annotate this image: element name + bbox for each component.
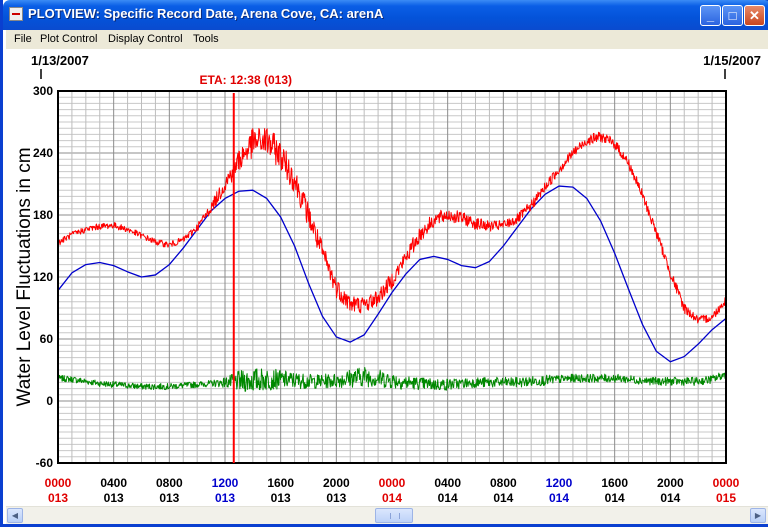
x-tick-day-label: 014: [660, 491, 680, 505]
close-icon: ✕: [749, 8, 760, 23]
minimize-icon: _: [706, 8, 715, 23]
x-tick-time-label: 1600: [267, 476, 294, 490]
maximize-button[interactable]: □: [722, 5, 743, 26]
x-tick-time-label: 0400: [100, 476, 127, 490]
x-tick-day-label: 014: [493, 491, 513, 505]
date-start-label: 1/13/2007: [31, 53, 89, 68]
x-tick-day-label: 013: [271, 491, 291, 505]
x-tick-time-label: 1200: [546, 476, 573, 490]
x-tick-time-label: 0400: [434, 476, 461, 490]
y-tick-label: 120: [33, 270, 53, 284]
horizontal-scrollbar[interactable]: ◀ ▶: [6, 506, 768, 524]
x-tick-day-label: 013: [215, 491, 235, 505]
x-tick-time-label: 0000: [45, 476, 72, 490]
x-tick-time-label: 0000: [713, 476, 740, 490]
scroll-left-button[interactable]: ◀: [7, 508, 23, 523]
x-tick-time-label: 0800: [156, 476, 183, 490]
y-tick-label: -60: [36, 456, 54, 470]
x-tick-day-label: 013: [104, 491, 124, 505]
arrow-left-icon: ◀: [11, 511, 19, 520]
y-tick-label: 0: [46, 394, 53, 408]
x-tick-time-label: 1200: [212, 476, 239, 490]
x-axis-ticks: 0000013040001308000131200013160001320000…: [45, 476, 740, 505]
x-tick-time-label: 1600: [601, 476, 628, 490]
series-observed-line: [57, 127, 727, 324]
x-tick-day-label: 013: [48, 491, 68, 505]
date-end-label: 1/15/2007: [703, 53, 761, 68]
x-tick-day-label: 014: [438, 491, 458, 505]
chart-series: [57, 127, 727, 392]
y-tick-label: 240: [33, 146, 53, 160]
menu-tools[interactable]: Tools: [193, 33, 219, 45]
x-tick-day-label: 013: [159, 491, 179, 505]
menu-bar: File Plot Control Display Control Tools: [6, 30, 768, 49]
window-title: PLOTVIEW: Specific Record Date, Arena Co…: [28, 6, 384, 21]
x-tick-day-label: 014: [605, 491, 625, 505]
x-tick-day-label: 014: [549, 491, 569, 505]
menu-file[interactable]: File: [14, 33, 32, 45]
x-tick-time-label: 0800: [490, 476, 517, 490]
minimize-button[interactable]: _: [700, 5, 721, 26]
x-tick-time-label: 0000: [379, 476, 406, 490]
x-tick-day-label: 013: [326, 491, 346, 505]
plot-frame: [57, 90, 727, 464]
y-tick-label: 60: [40, 332, 54, 346]
series-predicted-line: [57, 185, 727, 363]
y-tick-label: 300: [33, 84, 53, 98]
scroll-thumb[interactable]: [375, 508, 413, 523]
scroll-right-button[interactable]: ▶: [750, 508, 766, 523]
x-tick-time-label: 2000: [657, 476, 684, 490]
menu-plot-control[interactable]: Plot Control: [40, 33, 98, 45]
title-bar[interactable]: PLOTVIEW: Specific Record Date, Arena Co…: [3, 0, 768, 30]
eta-label: ETA: 12:38 (013): [200, 73, 292, 87]
series-residual-line: [57, 366, 727, 392]
menu-display-control[interactable]: Display Control: [108, 33, 183, 45]
y-tick-label: 180: [33, 208, 53, 222]
x-tick-day-label: 015: [716, 491, 736, 505]
y-axis-label: Water Level Fluctuations in cm: [14, 147, 35, 406]
y-axis-ticks: 300 240 180 120 60 0 -60: [33, 84, 53, 470]
maximize-icon: □: [728, 8, 737, 23]
arrow-right-icon: ▶: [754, 511, 762, 520]
close-button[interactable]: ✕: [744, 5, 765, 26]
x-tick-day-label: 014: [382, 491, 402, 505]
app-icon: [9, 7, 23, 21]
x-tick-time-label: 2000: [323, 476, 350, 490]
